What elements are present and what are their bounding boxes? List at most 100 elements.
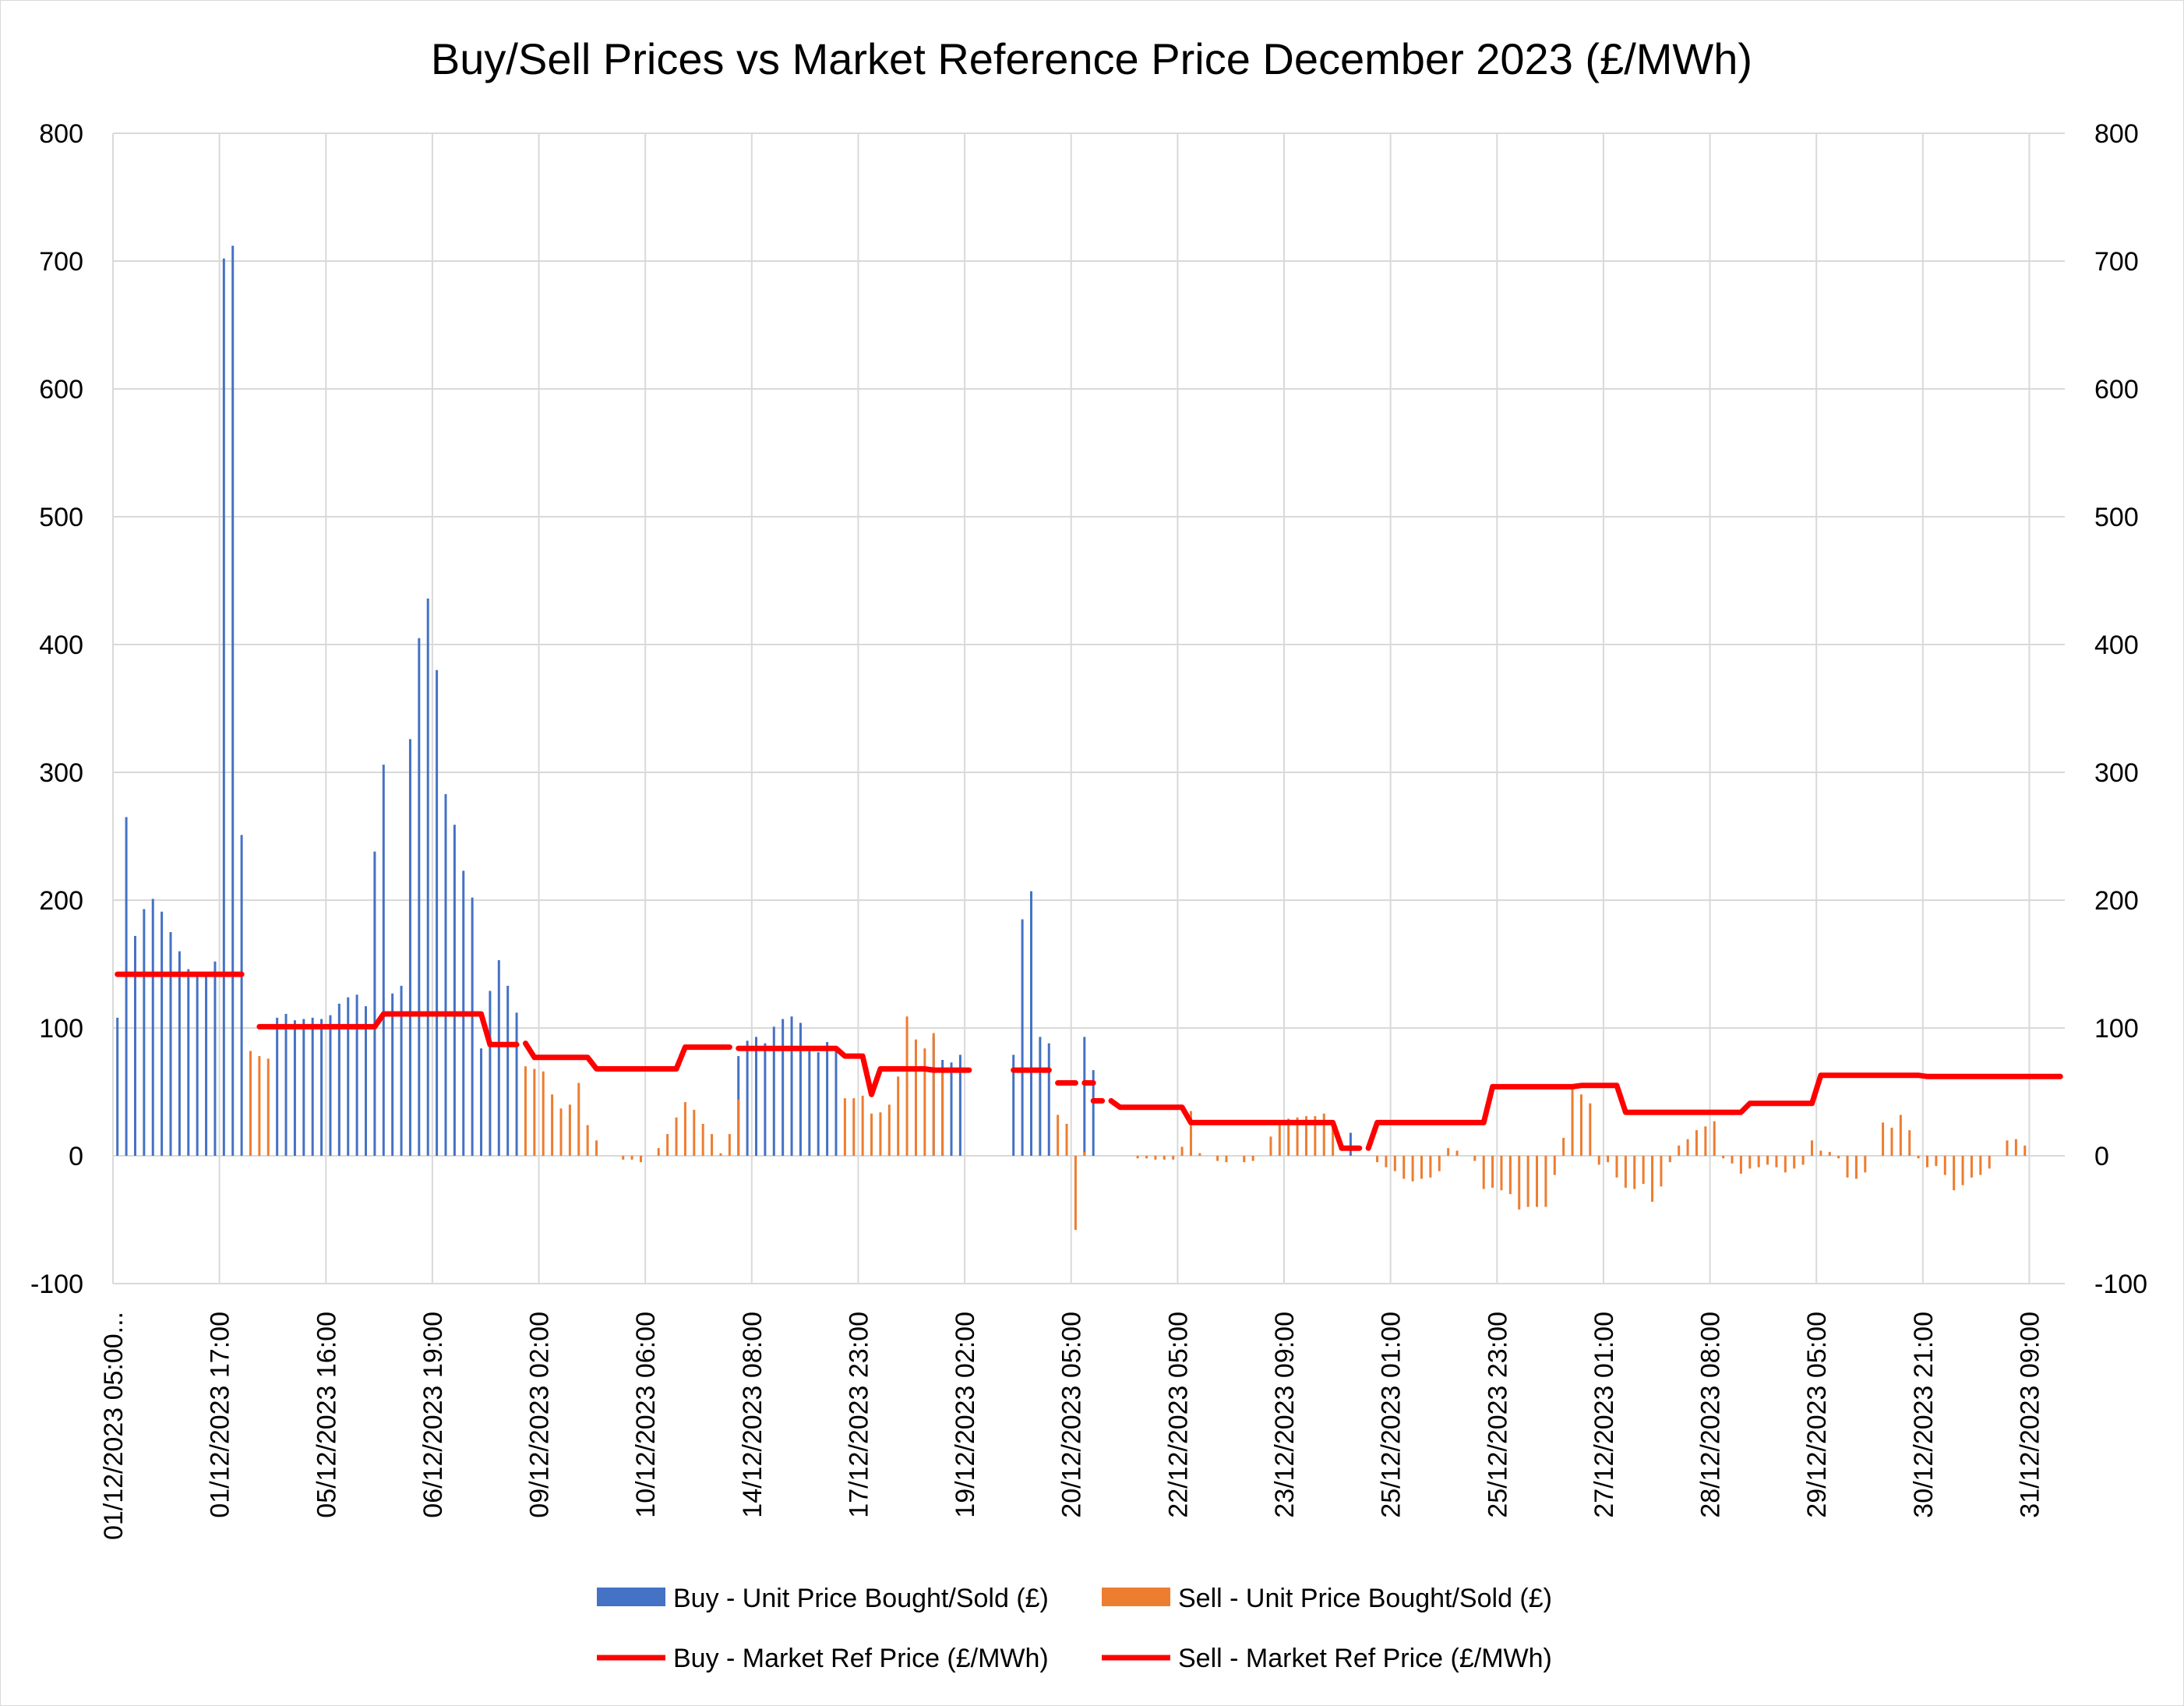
buy-bar (365, 1006, 368, 1156)
sell-bar (1766, 1156, 1769, 1165)
buy-bar (506, 985, 510, 1156)
sell-bar (1411, 1156, 1414, 1181)
y-tick-label: 500 (39, 503, 83, 532)
sell-bar (1801, 1156, 1805, 1165)
sell-bar (1695, 1130, 1698, 1156)
buy-bar (950, 1062, 953, 1156)
sell-bar (1917, 1156, 1920, 1159)
sell-bar (1828, 1152, 1831, 1156)
sell-bar (1775, 1156, 1778, 1167)
buy-bar (231, 245, 235, 1156)
x-tick-label: 27/12/2023 01:00 (1589, 1312, 1619, 1518)
x-tick-label: 23/12/2023 09:00 (1270, 1312, 1300, 1518)
sell-bar (675, 1117, 678, 1156)
buy-bar (808, 1045, 811, 1156)
sell-bar (542, 1071, 545, 1156)
y2-tick-label: 0 (2094, 1142, 2109, 1171)
sell-bar (1926, 1156, 1929, 1167)
y-tick-label: 700 (39, 247, 83, 277)
y2-tick-label: 300 (2094, 758, 2139, 788)
sell-bar (2023, 1145, 2027, 1156)
sell-bar (1322, 1113, 1325, 1156)
grid-layer (112, 132, 2065, 1284)
buy-bar (382, 765, 385, 1156)
legend-item-sell-bar[interactable]: Sell - Unit Price Bought/Sold (£) (1102, 1584, 1552, 1613)
sell-bar (1793, 1156, 1796, 1169)
sell-bar (683, 1102, 686, 1156)
sell-bar (1731, 1156, 1734, 1164)
sell-bar (622, 1156, 625, 1160)
axis-layer: -100 0 100 200 300 400 500 600 700 800 -100 0 100 200… (30, 119, 2147, 1540)
buy-bar (834, 1048, 838, 1156)
buy-bar (151, 899, 154, 1156)
sell-bar (1057, 1114, 1060, 1156)
sell-bar (843, 1098, 846, 1156)
sell-ref-line (1108, 1098, 1345, 1151)
y2-tick-label: 500 (2094, 503, 2139, 532)
buy-bar (400, 985, 403, 1156)
sell-bar (932, 1033, 935, 1156)
y2-tick-label: -100 (2094, 1270, 2147, 1299)
x-tick-label: 28/12/2023 08:00 (1696, 1312, 1726, 1518)
buy-bar (169, 932, 172, 1156)
sell-bar (639, 1156, 642, 1163)
sell-bar (1615, 1156, 1618, 1178)
y-tick-label: -100 (30, 1270, 83, 1299)
legend-item-buy-bar[interactable]: Buy - Unit Price Bought/Sold (£) (597, 1584, 1049, 1613)
sell-bar (1482, 1156, 1485, 1189)
sell-bar (1136, 1156, 1139, 1159)
sell-bar (1961, 1156, 1964, 1185)
legend-item-sell-line[interactable]: Sell - Market Ref Price (£/MWh) (1102, 1644, 1552, 1673)
sell-bar (1376, 1156, 1379, 1163)
buy-bar (143, 909, 146, 1156)
buy-bar (125, 817, 128, 1156)
buy-bar (311, 1017, 314, 1156)
buy-bar (408, 739, 411, 1156)
sell-ref-line (523, 1040, 732, 1072)
x-tick-label: 25/12/2023 23:00 (1483, 1312, 1512, 1518)
bars-layer (116, 245, 2027, 1231)
sell-bar (1438, 1156, 1441, 1171)
x-tick-label: 09/12/2023 02:00 (525, 1312, 555, 1518)
buy-bar (471, 897, 474, 1156)
sell-bar (1890, 1127, 1893, 1156)
buy-bar (436, 669, 439, 1156)
x-tick-label: 01/12/2023 05:00... (99, 1312, 129, 1540)
sell-bar (551, 1094, 554, 1156)
sell-bar (711, 1134, 714, 1156)
sell-bar (1678, 1145, 1681, 1156)
buy-bar (187, 969, 190, 1156)
buy-bar (1021, 919, 1024, 1156)
sell-bar (1544, 1156, 1547, 1207)
legend-item-buy-line[interactable]: Buy - Market Ref Price (£/MWh) (597, 1644, 1049, 1673)
sell-bar (719, 1153, 722, 1156)
sell-bar (1198, 1153, 1201, 1156)
sell-bar (870, 1113, 873, 1156)
sell-bar (1065, 1124, 1068, 1156)
x-tick-label: 29/12/2023 05:00 (1802, 1312, 1832, 1518)
buy-bar (347, 997, 350, 1156)
sell-bar (1296, 1117, 1299, 1156)
buy-bar (1092, 1070, 1095, 1156)
buy-bar (302, 1019, 305, 1156)
legend: Buy - Unit Price Bought/Sold (£) Sell - … (597, 1584, 1552, 1673)
buy-bar (196, 971, 199, 1156)
sell-bar (1686, 1139, 1689, 1156)
sell-bar (1251, 1156, 1254, 1161)
sell-bar (1757, 1156, 1760, 1167)
sell-bar (1402, 1156, 1406, 1179)
sell-bar (1713, 1121, 1716, 1156)
buy-bar (1047, 1043, 1050, 1156)
buy-bar (161, 911, 164, 1156)
sell-bar (1837, 1156, 1840, 1159)
sell-bar (1748, 1156, 1752, 1169)
sell-bar (1189, 1111, 1192, 1156)
sell-bar (595, 1140, 598, 1156)
buy-bar (337, 1003, 340, 1156)
buy-bar (826, 1042, 829, 1156)
x-tick-label: 19/12/2023 02:00 (951, 1312, 980, 1518)
chart-title: Buy/Sell Prices vs Market Reference Pric… (431, 34, 1752, 83)
sell-bar (1455, 1150, 1459, 1156)
y2-tick-label: 600 (2094, 375, 2139, 404)
